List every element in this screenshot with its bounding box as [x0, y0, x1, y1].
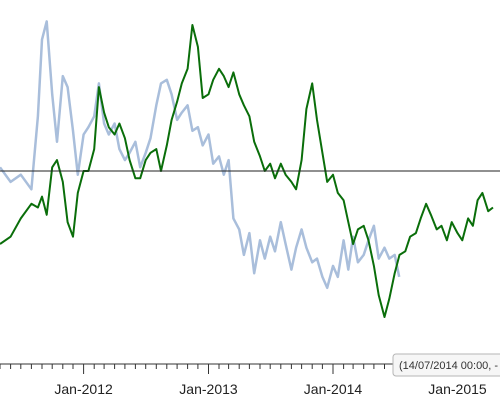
- series-line-blue: [0, 20, 401, 290]
- tooltip-box: [392, 353, 500, 377]
- x-tick-label: Jan-2014: [304, 381, 363, 397]
- tooltip-text: (14/07/2014 00:00, -: [399, 360, 498, 372]
- x-tick-label: Jan-2012: [54, 381, 113, 397]
- hover-tooltip: (14/07/2014 00:00, -: [392, 353, 500, 377]
- x-tick-label: Jan-2015: [428, 381, 487, 397]
- series-line-green: [0, 24, 494, 318]
- series-layer: [0, 20, 494, 318]
- x-axis-tick-labels: Jan-2012 Jan-2013 Jan-2014 Jan-2015: [54, 381, 486, 397]
- x-tick-label: Jan-2013: [179, 381, 238, 397]
